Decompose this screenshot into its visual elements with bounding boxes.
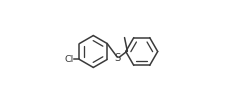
Text: Cl: Cl: [65, 55, 74, 64]
Text: S: S: [115, 53, 121, 63]
